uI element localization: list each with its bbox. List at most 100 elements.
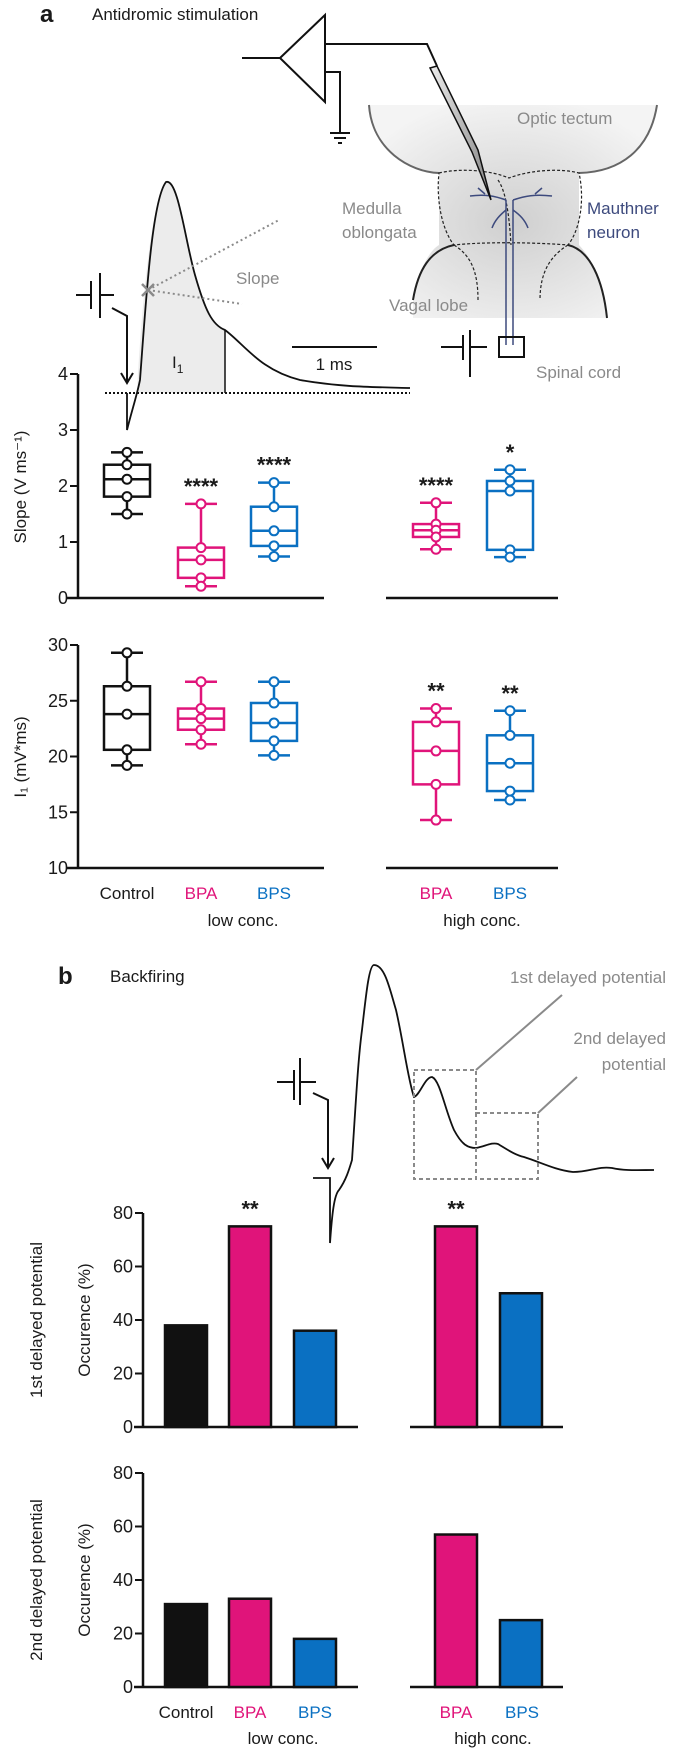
data-point	[268, 676, 280, 688]
data-point	[504, 757, 516, 769]
y-tick-label: 1	[58, 532, 68, 552]
data-point	[504, 729, 516, 741]
bar-bps-low-conc-	[292, 1329, 338, 1429]
label-slope: Slope	[236, 269, 279, 288]
data-point	[195, 580, 207, 592]
y-tick-label: 0	[58, 588, 68, 608]
data-point	[268, 697, 280, 709]
bar-bpa-high-conc-	[433, 1533, 479, 1689]
data-point	[504, 794, 516, 806]
data-point	[430, 745, 442, 757]
label-integral: I1	[172, 353, 184, 376]
significance-label: **	[501, 681, 519, 706]
data-point	[121, 647, 133, 659]
data-point	[504, 551, 516, 563]
significance-label: **	[447, 1196, 465, 1221]
slope-y-axis-title: Slope (V ms⁻¹)	[11, 431, 30, 544]
significance-label: **	[241, 1196, 259, 1221]
significance-label: ****	[257, 453, 292, 478]
data-point	[430, 716, 442, 728]
x-label-bpa-low: BPA	[185, 884, 218, 903]
y-tick-label: 40	[113, 1310, 133, 1330]
data-point	[268, 525, 280, 537]
bar2-y-axis-title: Occurence (%)	[75, 1523, 94, 1636]
significance-label: **	[427, 679, 445, 704]
y-tick-label: 4	[58, 364, 68, 384]
data-point	[504, 785, 516, 797]
backfiring-trace	[277, 964, 655, 1244]
data-point	[195, 738, 207, 750]
data-point	[195, 498, 207, 510]
bar-bpa-high-conc-	[433, 1225, 479, 1429]
panel-a-letter: a	[40, 1, 54, 28]
data-point	[268, 477, 280, 489]
bar-bps-high-conc-	[498, 1292, 544, 1429]
chart-1: 10 15 20 25 30 ** **	[48, 635, 558, 878]
bar-control	[163, 1602, 209, 1689]
box-bps-high	[485, 705, 535, 806]
i1-y-axis-title: I₁ (mV*ms)	[11, 716, 30, 797]
data-point	[268, 501, 280, 513]
bar-control	[163, 1324, 209, 1429]
y-tick-label: 0	[123, 1417, 133, 1437]
significance-label: *	[506, 440, 515, 465]
stimulus-arrow-icon	[277, 1058, 335, 1170]
data-point	[121, 508, 133, 520]
box-bps-low	[249, 477, 299, 563]
data-point	[195, 554, 207, 566]
panel-a-title: Antidromic stimulation	[92, 5, 258, 24]
x-label-bpa-high: BPA	[440, 1703, 473, 1722]
y-tick-label: 60	[113, 1257, 133, 1277]
data-point	[430, 531, 442, 543]
x-label-bps-high: BPS	[493, 884, 527, 903]
x-label-low-conc: low conc.	[248, 1729, 319, 1748]
y-tick-label: 80	[113, 1203, 133, 1223]
y-tick-label: 40	[113, 1570, 133, 1590]
bar2-group-title: 2nd delayed potential	[27, 1499, 46, 1661]
panel-b-letter: b	[58, 963, 73, 990]
x-label-bpa-low: BPA	[234, 1703, 267, 1722]
data-point	[268, 735, 280, 747]
data-point	[121, 459, 133, 471]
label-medulla-2: oblongata	[342, 223, 417, 242]
data-point	[121, 473, 133, 485]
box-bpa-low	[176, 498, 226, 592]
x-label-bps-high: BPS	[505, 1703, 539, 1722]
data-point	[504, 485, 516, 497]
data-point	[430, 543, 442, 555]
pipette-icon	[428, 65, 492, 201]
data-point	[268, 551, 280, 563]
bar1-y-axis-title: Occurence (%)	[75, 1263, 94, 1376]
bar-bps-low-conc-	[292, 1637, 338, 1689]
label-spinal-cord: Spinal cord	[536, 363, 621, 382]
x-labels-b: Control BPA BPS low conc. BPA BPS high c…	[159, 1703, 539, 1748]
slope-marker-icon	[141, 283, 155, 297]
data-point	[121, 708, 133, 720]
y-tick-label: 20	[48, 747, 68, 767]
bar1-group-title: 1st delayed potential	[27, 1242, 46, 1398]
box-bps-low	[249, 676, 299, 761]
data-point	[195, 676, 207, 688]
label-first-delayed: 1st delayed potential	[510, 968, 666, 987]
y-tick-label: 20	[113, 1624, 133, 1644]
x-label-control: Control	[100, 884, 155, 903]
box-bps-high	[485, 464, 535, 563]
stimulator-icon	[441, 330, 525, 377]
x-label-bps-low: BPS	[298, 1703, 332, 1722]
x-label-bpa-high: BPA	[420, 884, 453, 903]
y-tick-label: 2	[58, 476, 68, 496]
slope-dotted-lines-icon	[147, 219, 280, 305]
x-label-control: Control	[159, 1703, 214, 1722]
data-point	[504, 475, 516, 487]
x-label-high-conc: high conc.	[454, 1729, 532, 1748]
y-tick-label: 20	[113, 1364, 133, 1384]
label-optic-tectum: Optic tectum	[517, 109, 612, 128]
chart-3: 0 20 40 60 80	[113, 1463, 563, 1697]
label-medulla-1: Medulla	[342, 199, 402, 218]
data-point	[195, 703, 207, 715]
y-tick-label: 80	[113, 1463, 133, 1483]
data-point	[195, 713, 207, 725]
y-tick-label: 30	[48, 635, 68, 655]
